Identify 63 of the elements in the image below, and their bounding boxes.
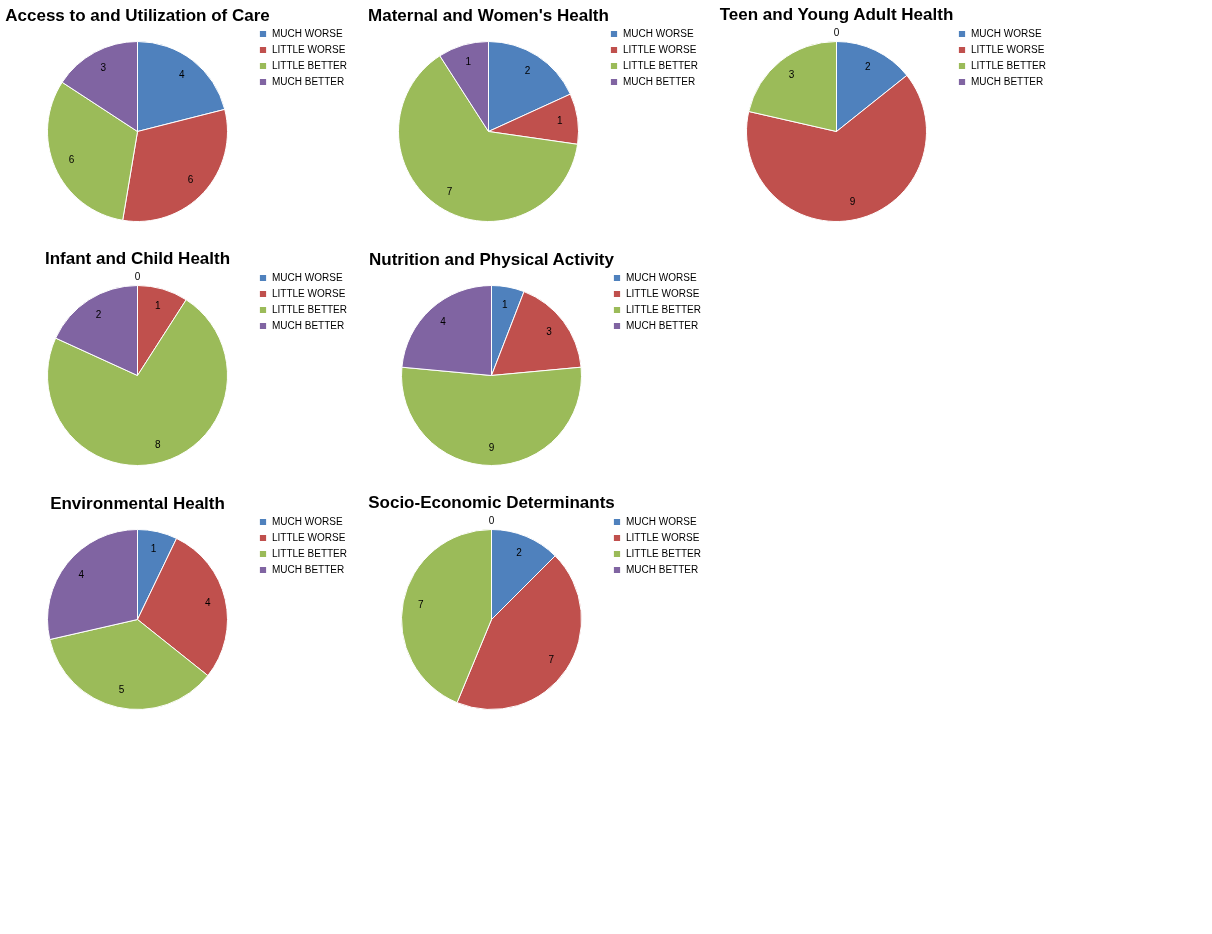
data-label: 2 — [524, 64, 531, 76]
legend-label: LITTLE BETTER — [626, 548, 702, 559]
legend-label: LITTLE WORSE — [623, 44, 697, 55]
legend-label: LITTLE BETTER — [272, 548, 348, 559]
legend-label: MUCH WORSE — [971, 28, 1042, 39]
data-label: 4 — [78, 568, 85, 580]
legend-label: MUCH BETTER — [623, 76, 696, 87]
legend-label: LITTLE WORSE — [272, 44, 346, 55]
data-label: 4 — [204, 597, 211, 609]
data-label: 1 — [150, 543, 157, 555]
legend-label: MUCH BETTER — [971, 76, 1044, 87]
legend-label: MUCH BETTER — [272, 320, 345, 331]
data-label: 8 — [155, 438, 161, 450]
data-label: 7 — [418, 599, 425, 611]
legend-label: MUCH BETTER — [272, 564, 345, 575]
legend-label: LITTLE BETTER — [971, 60, 1047, 71]
chart-title: Teen and Young Adult Health — [719, 4, 954, 24]
legend-label: MUCH BETTER — [272, 76, 345, 87]
text: 0 — [488, 514, 495, 526]
legend-label: LITTLE WORSE — [626, 532, 700, 543]
legend-label: MUCH BETTER — [626, 564, 699, 575]
data-label: 3 — [546, 326, 553, 338]
text: 0 — [134, 270, 141, 282]
data-label: 1 — [556, 115, 563, 127]
legend-label: LITTLE WORSE — [272, 288, 346, 299]
data-label: 4 — [178, 68, 185, 80]
data-label: 7 — [548, 653, 555, 665]
legend-label: MUCH WORSE — [626, 272, 697, 283]
data-label: 6 — [187, 174, 194, 186]
legend-label: LITTLE BETTER — [623, 60, 699, 71]
legend-label: MUCH WORSE — [272, 516, 343, 527]
data-label: 3 — [788, 69, 795, 81]
data-label: 1 — [465, 56, 472, 68]
data-label: 7 — [446, 186, 453, 198]
data-label: 1 — [501, 298, 508, 310]
chart-title: Access to and Utilization of Care — [5, 6, 270, 25]
data-label: 2 — [95, 308, 102, 320]
legend-label: MUCH BETTER — [626, 320, 699, 331]
data-label: 1 — [155, 300, 161, 312]
data-label: 5 — [118, 683, 125, 695]
chart-title: Infant and Child Health — [44, 248, 231, 268]
chart-title: Nutrition and Physical Activity — [369, 250, 615, 269]
legend-label: MUCH WORSE — [623, 28, 694, 39]
data-label: 9 — [849, 195, 856, 207]
data-label: 6 — [68, 154, 75, 166]
legend-label: MUCH WORSE — [626, 516, 697, 527]
legend-label: LITTLE BETTER — [272, 60, 348, 71]
legend-label: MUCH WORSE — [272, 28, 343, 39]
legend-label: LITTLE BETTER — [626, 304, 702, 315]
data-label: 2 — [516, 546, 523, 558]
text: 0 — [833, 26, 840, 38]
legend-label: LITTLE BETTER — [272, 304, 348, 315]
data-label: 2 — [864, 60, 871, 72]
data-label: 3 — [100, 62, 107, 74]
chart-title: Environmental Health — [50, 494, 225, 513]
legend-label: MUCH WORSE — [272, 272, 343, 283]
chart-title: Maternal and Women's Health — [368, 6, 609, 25]
legend-label: LITTLE WORSE — [626, 288, 700, 299]
legend-label: LITTLE WORSE — [971, 44, 1045, 55]
data-label: 4 — [440, 316, 447, 328]
chart-title: Socio-Economic Determinants — [368, 492, 615, 512]
legend-label: LITTLE WORSE — [272, 532, 346, 543]
data-label: 9 — [488, 441, 495, 453]
